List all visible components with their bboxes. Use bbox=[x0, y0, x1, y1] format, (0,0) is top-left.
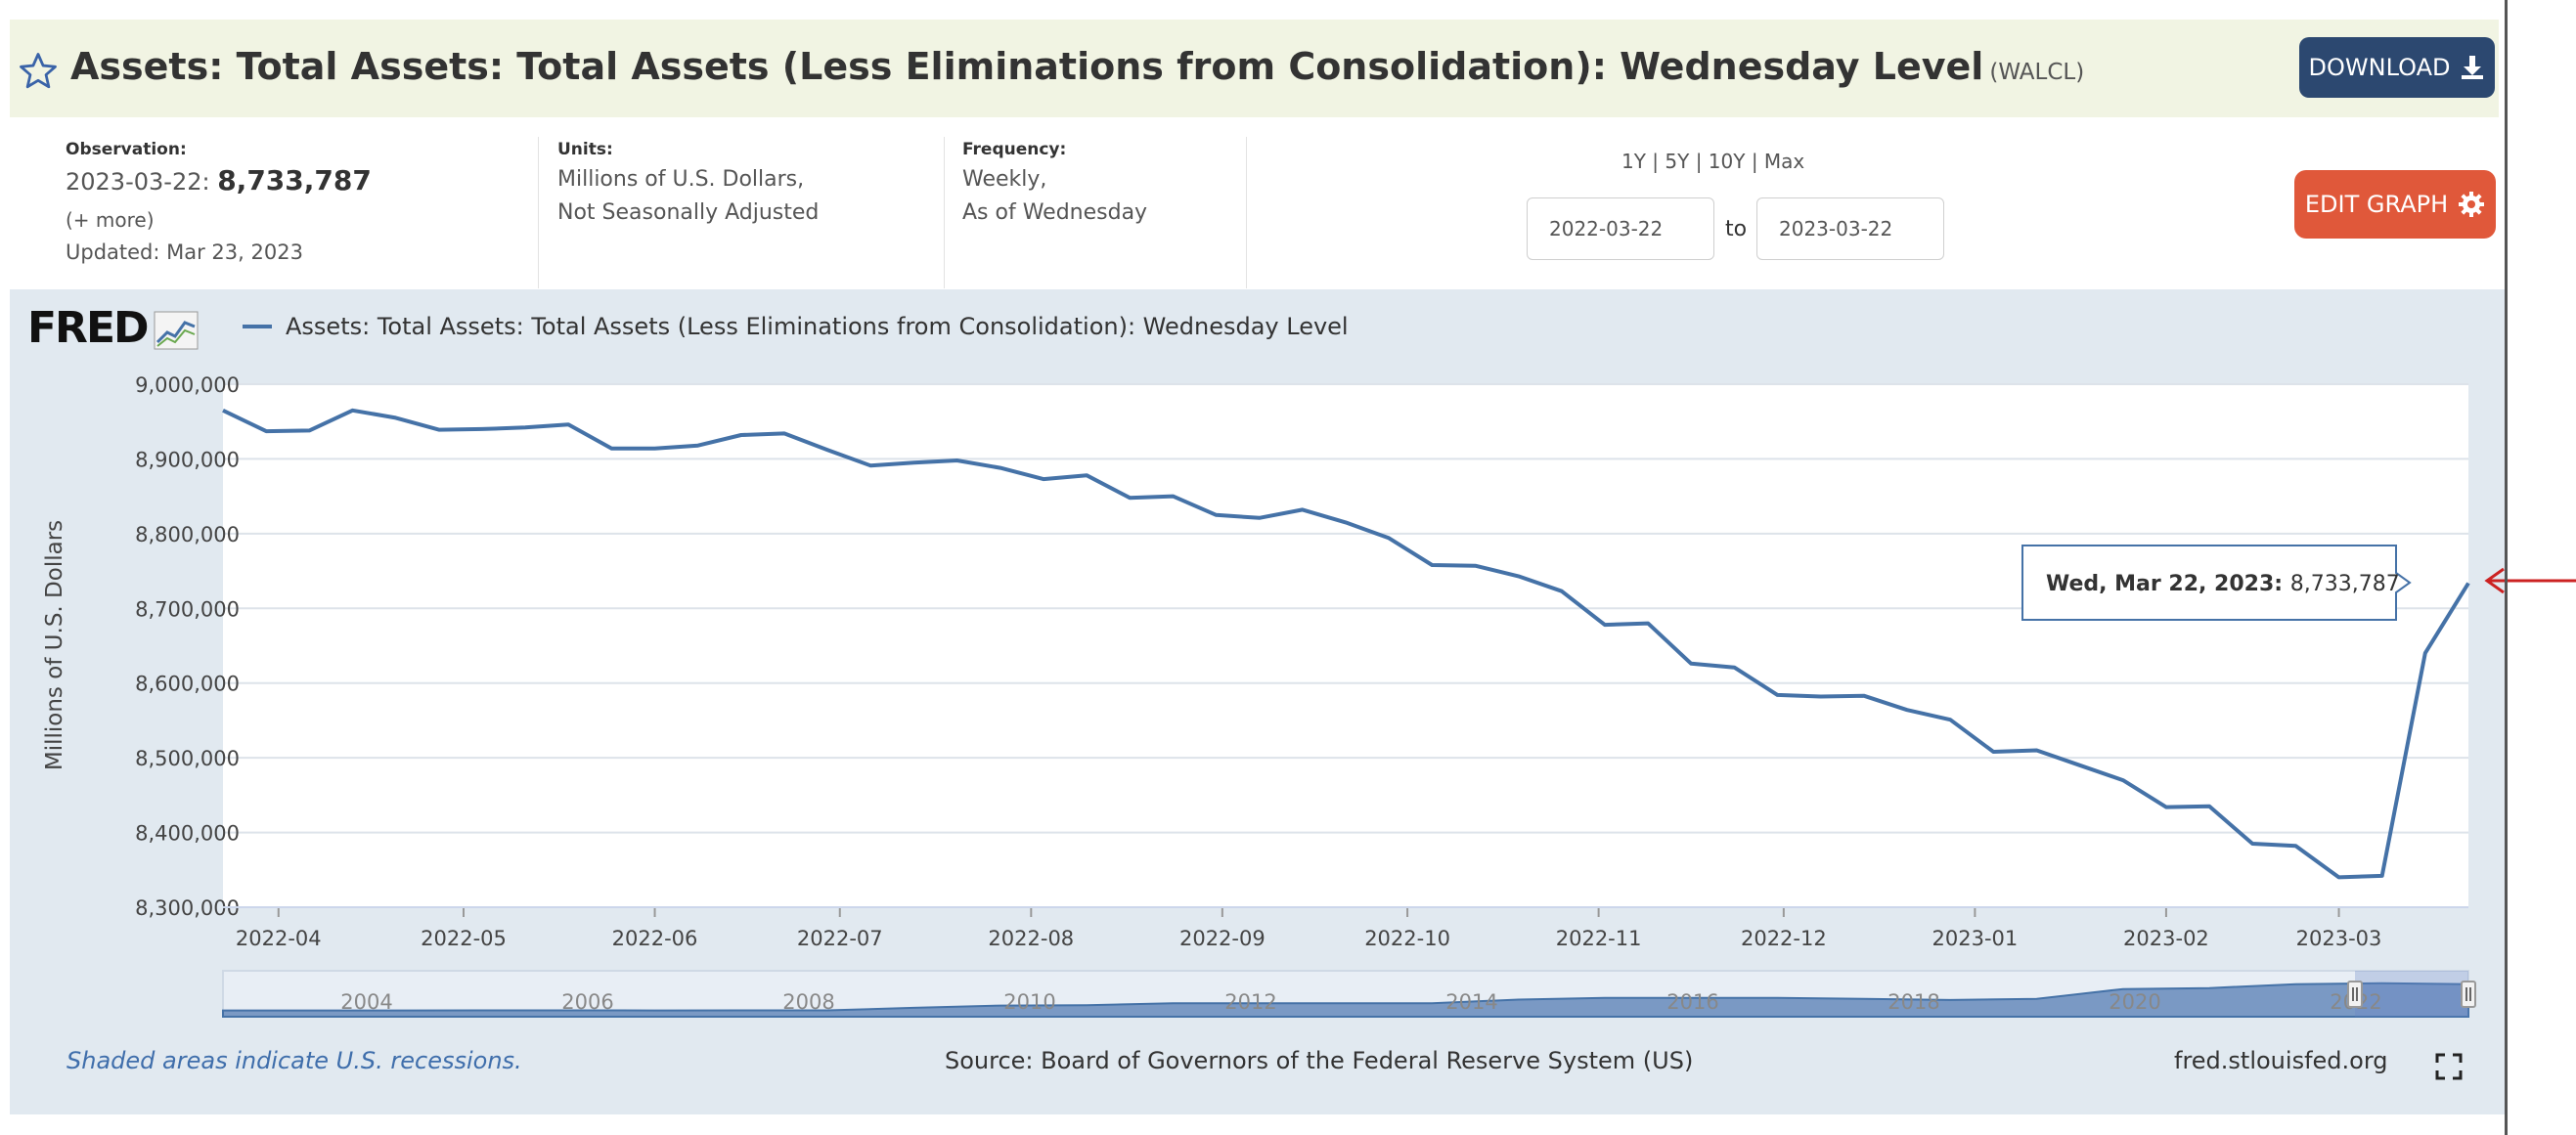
units-line2: Not Seasonally Adjusted bbox=[557, 200, 820, 225]
x-tick-label: 2022-12 bbox=[1741, 927, 1827, 950]
navigator-year-label: 2016 bbox=[1666, 990, 1718, 1014]
page-title: Assets: Total Assets: Total Assets (Less… bbox=[70, 45, 2084, 88]
x-tick-label: 2023-02 bbox=[2123, 927, 2209, 950]
meta-divider bbox=[944, 137, 945, 288]
units-label: Units: bbox=[557, 140, 613, 159]
x-tick-label: 2022-07 bbox=[797, 927, 883, 950]
tooltip: Wed, Mar 22, 2023: 8,733,787 bbox=[2021, 545, 2412, 621]
tooltip-date: Wed, Mar 22, 2023: bbox=[2046, 572, 2290, 596]
fred-logo-chart-icon bbox=[154, 311, 199, 350]
page-title-text: Assets: Total Assets: Total Assets (Less… bbox=[70, 45, 1984, 88]
x-tick-label: 2023-03 bbox=[2296, 927, 2382, 950]
tooltip-text: Wed, Mar 22, 2023: 8,733,787 bbox=[2046, 572, 2400, 596]
navigator-handle[interactable] bbox=[2461, 981, 2476, 1008]
star-icon[interactable] bbox=[18, 51, 59, 92]
navigator-year-label: 2008 bbox=[782, 990, 834, 1014]
y-tick-label: 8,300,000 bbox=[135, 896, 240, 920]
y-tick-label: 9,000,000 bbox=[135, 373, 240, 397]
updated-date: Updated: Mar 23, 2023 bbox=[66, 240, 303, 264]
annotation-arrow bbox=[2484, 567, 2576, 594]
y-tick-label: 8,900,000 bbox=[135, 448, 240, 471]
source-note: Source: Board of Governors of the Federa… bbox=[945, 1047, 1694, 1074]
meta-divider bbox=[538, 137, 539, 288]
x-tick-label: 2022-06 bbox=[612, 927, 698, 950]
observation-date: 2023-03-22: bbox=[66, 168, 210, 196]
navigator-year-label: 2012 bbox=[1224, 990, 1276, 1014]
navigator[interactable]: 2004200620082010201220142016201820202022 bbox=[222, 970, 2476, 1018]
range-links[interactable]: 1Y | 5Y | 10Y | Max bbox=[1621, 150, 1805, 173]
meta-divider bbox=[1246, 137, 1247, 288]
to-label: to bbox=[1725, 217, 1748, 241]
series-line[interactable] bbox=[222, 408, 2470, 880]
observation-value: 2023-03-22: 8,733,787 bbox=[66, 164, 372, 198]
chart-legend: Assets: Total Assets: Total Assets (Less… bbox=[243, 313, 1349, 340]
navigator-year-label: 2018 bbox=[1888, 990, 1939, 1014]
x-tick-label: 2022-11 bbox=[1556, 927, 1642, 950]
navigator-handle[interactable] bbox=[2347, 981, 2363, 1008]
fullscreen-icon[interactable] bbox=[2435, 1053, 2463, 1080]
more-observations-link[interactable]: (+ more) bbox=[66, 208, 155, 232]
navigator-year-label: 2004 bbox=[340, 990, 392, 1014]
navigator-year-label: 2010 bbox=[1003, 990, 1055, 1014]
fred-logo[interactable]: FRED bbox=[27, 303, 199, 353]
x-tick-label: 2022-05 bbox=[421, 927, 507, 950]
navigator-selection[interactable] bbox=[2355, 971, 2468, 1017]
y-tick-label: 8,800,000 bbox=[135, 523, 240, 546]
navigator-series bbox=[222, 982, 2469, 1018]
site-url[interactable]: fred.stlouisfed.org bbox=[2174, 1047, 2388, 1074]
x-tick-label: 2022-09 bbox=[1179, 927, 1266, 950]
download-label: DOWNLOAD bbox=[2308, 54, 2451, 81]
series-id: (WALCL) bbox=[1989, 60, 2085, 85]
title-bar bbox=[10, 20, 2499, 117]
y-tick-label: 8,700,000 bbox=[135, 597, 240, 621]
x-tick-label: 2022-04 bbox=[236, 927, 322, 950]
edit-graph-button[interactable]: EDIT GRAPH bbox=[2294, 170, 2496, 239]
tooltip-value: 8,733,787 bbox=[2290, 572, 2400, 596]
navigator-year-label: 2014 bbox=[1445, 990, 1497, 1014]
navigator-year-label: 2020 bbox=[2109, 990, 2160, 1014]
end-date-input[interactable] bbox=[1756, 197, 1944, 260]
plot-area bbox=[223, 384, 2468, 907]
frequency-label: Frequency: bbox=[962, 140, 1067, 159]
gear-icon bbox=[2459, 192, 2485, 217]
frequency-line1: Weekly, bbox=[962, 167, 1047, 192]
start-date-input[interactable] bbox=[1527, 197, 1714, 260]
units-line1: Millions of U.S. Dollars, bbox=[557, 167, 805, 192]
download-icon bbox=[2462, 56, 2484, 79]
y-tick-label: 8,600,000 bbox=[135, 673, 240, 696]
legend-line-swatch bbox=[243, 325, 272, 328]
x-tick-label: 2022-08 bbox=[988, 927, 1074, 950]
recession-note: Shaded areas indicate U.S. recessions. bbox=[67, 1047, 522, 1074]
edit-graph-label: EDIT GRAPH bbox=[2304, 191, 2449, 218]
y-tick-label: 8,500,000 bbox=[135, 747, 240, 770]
navigator-year-label: 2006 bbox=[561, 990, 613, 1014]
legend-label: Assets: Total Assets: Total Assets (Less… bbox=[286, 313, 1349, 340]
observation-label: Observation: bbox=[66, 140, 187, 159]
y-axis-label: Millions of U.S. Dollars bbox=[42, 520, 67, 770]
download-button[interactable]: DOWNLOAD bbox=[2299, 37, 2495, 98]
x-tick-label: 2023-01 bbox=[1932, 927, 2019, 950]
y-tick-label: 8,400,000 bbox=[135, 822, 240, 846]
observation-number: 8,733,787 bbox=[217, 164, 372, 196]
frequency-line2: As of Wednesday bbox=[962, 200, 1148, 225]
page-border bbox=[2505, 0, 2508, 1135]
tooltip-box bbox=[2021, 545, 2412, 621]
x-tick-label: 2022-10 bbox=[1364, 927, 1450, 950]
